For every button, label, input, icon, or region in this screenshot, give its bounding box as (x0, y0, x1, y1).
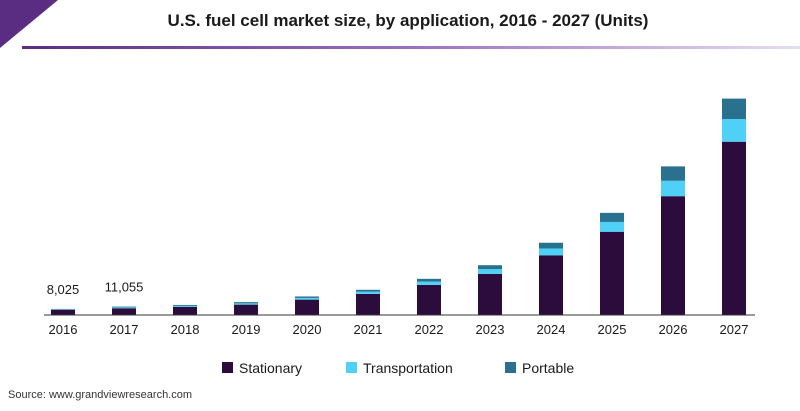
corner-triangle-logo (0, 0, 58, 48)
bar-stationary-2024 (539, 255, 563, 315)
legend-label-stationary: Stationary (239, 360, 302, 376)
x-tick-label: 2024 (537, 322, 566, 337)
data-label-2016: 8,025 (47, 282, 80, 297)
bar-stationary-2021 (356, 293, 380, 315)
x-tick-label: 2026 (659, 322, 688, 337)
bar-portable-2022 (417, 278, 441, 282)
bar-portable-2023 (478, 265, 502, 270)
x-tick-label: 2023 (476, 322, 505, 337)
bar-transportation-2022 (417, 281, 441, 285)
bar-transportation-2019 (234, 303, 258, 305)
chart-title: U.S. fuel cell market size, by applicati… (168, 11, 649, 30)
x-tick-label: 2027 (720, 322, 749, 337)
bar-transportation-2025 (600, 221, 624, 232)
x-tick-label: 2021 (354, 322, 383, 337)
bar-portable-2025 (600, 212, 624, 222)
bar-portable-2024 (539, 242, 563, 249)
bar-transportation-2017 (112, 307, 136, 309)
bars-group (51, 98, 746, 315)
x-tick-labels: 2016 2017 2018 2019 2020 2021 2022 2023 2024 2025… (49, 322, 749, 337)
bar-transportation-2018 (173, 305, 197, 307)
x-tick-label: 2017 (110, 322, 139, 337)
x-tick-label: 2018 (171, 322, 200, 337)
bar-transportation-2024 (539, 248, 563, 256)
bar-portable-2027 (722, 98, 746, 120)
bar-transportation-2026 (661, 180, 685, 197)
bar-stationary-2023 (478, 273, 502, 315)
bar-transportation-2027 (722, 119, 746, 142)
bar-portable-2017 (112, 306, 136, 308)
bar-transportation-2021 (356, 291, 380, 294)
bar-portable-2018 (173, 304, 197, 306)
bar-stationary-2017 (112, 308, 136, 315)
legend-swatch-transportation (346, 362, 357, 373)
bar-stationary-2018 (173, 306, 197, 315)
legend-label-transportation: Transportation (363, 360, 453, 376)
data-label-2017: 11,055 (105, 280, 144, 295)
x-tick-label: 2022 (415, 322, 444, 337)
bar-stationary-2020 (295, 299, 319, 315)
x-tick-label: 2016 (49, 322, 78, 337)
bar-portable-2019 (234, 302, 258, 304)
bar-stationary-2026 (661, 196, 685, 315)
legend-swatch-stationary (222, 362, 233, 373)
bar-stationary-2027 (722, 141, 746, 315)
bar-stationary-2019 (234, 304, 258, 315)
data-labels: 8,025 11,055 (47, 280, 144, 297)
legend: Stationary Transportation Portable (222, 360, 574, 376)
bar-portable-2026 (661, 166, 685, 181)
x-tick-label: 2020 (293, 322, 322, 337)
legend-label-portable: Portable (522, 360, 574, 376)
bar-stationary-2025 (600, 231, 624, 315)
bar-stationary-2022 (417, 284, 441, 315)
bar-transportation-2020 (295, 297, 319, 300)
x-tick-label: 2025 (598, 322, 627, 337)
bar-portable-2020 (295, 296, 319, 298)
bar-transportation-2023 (478, 269, 502, 274)
title-separator (22, 46, 800, 49)
bar-stationary-2016 (51, 309, 75, 315)
bar-portable-2021 (356, 289, 380, 292)
x-tick-label: 2019 (232, 322, 261, 337)
legend-swatch-portable (505, 362, 516, 373)
source-note: Source: www.grandviewresearch.com (8, 389, 192, 401)
